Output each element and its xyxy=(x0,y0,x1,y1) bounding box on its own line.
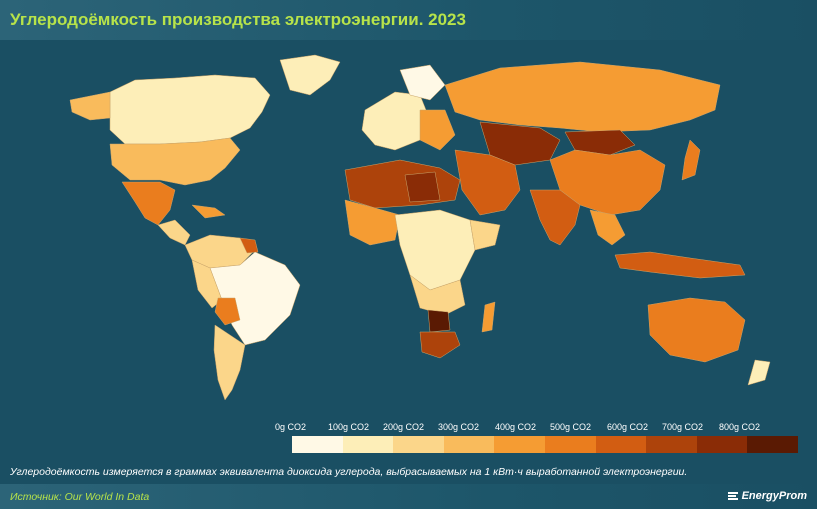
legend-labels: 0g CO2 100g CO2 200g CO2 300g CO2 400g C… xyxy=(270,422,800,434)
brand-name: EnergyProm xyxy=(741,490,807,502)
map-region-australia xyxy=(647,297,746,363)
legend-label: 600g CO2 xyxy=(607,422,649,432)
map-region-scandinavia xyxy=(399,64,446,101)
legend-label: 400g CO2 xyxy=(495,422,537,432)
map-region-guyana xyxy=(239,237,259,254)
map-region-south-africa xyxy=(419,331,461,359)
map-region-alaska xyxy=(69,91,111,121)
legend-label: 0g CO2 xyxy=(275,422,307,432)
map-region-japan xyxy=(681,139,701,181)
legend-swatch xyxy=(696,436,748,453)
legend-swatch xyxy=(443,436,495,453)
brand-mark-icon xyxy=(727,492,738,500)
map-region-canada xyxy=(109,74,271,145)
map-region-southeast-asia xyxy=(589,209,626,246)
map-region-india xyxy=(529,189,581,246)
map-region-usa xyxy=(109,137,241,186)
legend-swatch xyxy=(544,436,596,453)
map-region-southern-africa xyxy=(409,274,466,316)
legend-label: 500g CO2 xyxy=(550,422,592,432)
map-region-eastern-europe xyxy=(419,109,456,151)
legend-label: 800g CO2 xyxy=(719,422,761,432)
map-region-middle-east xyxy=(454,149,521,216)
legend-color-bar xyxy=(292,436,798,453)
legend-label: 200g CO2 xyxy=(383,422,425,432)
map-region-central-africa xyxy=(394,209,476,291)
map-region-greenland xyxy=(279,54,341,96)
map-region-east-africa xyxy=(469,219,501,251)
map-region-bolivia xyxy=(214,297,241,326)
map-region-libya xyxy=(404,171,441,203)
legend-swatch xyxy=(342,436,394,453)
footnote: Углеродоёмкость измеряется в граммах экв… xyxy=(10,466,688,478)
map-region-mexico xyxy=(121,181,176,226)
legend-swatch xyxy=(494,436,545,453)
brand-logo: EnergyProm xyxy=(727,490,807,502)
map-region-madagascar xyxy=(481,301,496,333)
title-bar: Углеродоёмкость производства электроэнер… xyxy=(0,0,817,40)
legend-swatch xyxy=(595,436,647,453)
map-region-central-america xyxy=(157,219,191,246)
map-region-new-zealand xyxy=(747,359,771,386)
color-legend: 0g CO2 100g CO2 200g CO2 300g CO2 400g C… xyxy=(270,422,800,454)
world-map xyxy=(0,40,817,416)
map-region-indonesia xyxy=(614,251,746,279)
map-region-north-africa xyxy=(344,159,461,209)
legend-label: 300g CO2 xyxy=(438,422,480,432)
map-region-caribbean xyxy=(191,204,226,219)
legend-label: 100g CO2 xyxy=(328,422,370,432)
page-title: Углеродоёмкость производства электроэнер… xyxy=(10,10,466,29)
legend-swatch xyxy=(292,436,343,453)
legend-label: 700g CO2 xyxy=(662,422,704,432)
map-region-west-africa xyxy=(344,199,401,246)
world-map-svg xyxy=(69,54,771,401)
map-region-argentina xyxy=(213,324,246,401)
source-bar: Источник: Our World In Data EnergyProm xyxy=(0,484,817,509)
map-region-russia xyxy=(444,61,721,133)
map-region-botswana xyxy=(427,309,451,333)
legend-swatch xyxy=(393,436,444,453)
legend-swatch xyxy=(747,436,798,453)
map-region-mongolia xyxy=(564,129,636,156)
legend-swatch xyxy=(646,436,697,453)
source-text: Источник: Our World In Data xyxy=(10,491,150,503)
